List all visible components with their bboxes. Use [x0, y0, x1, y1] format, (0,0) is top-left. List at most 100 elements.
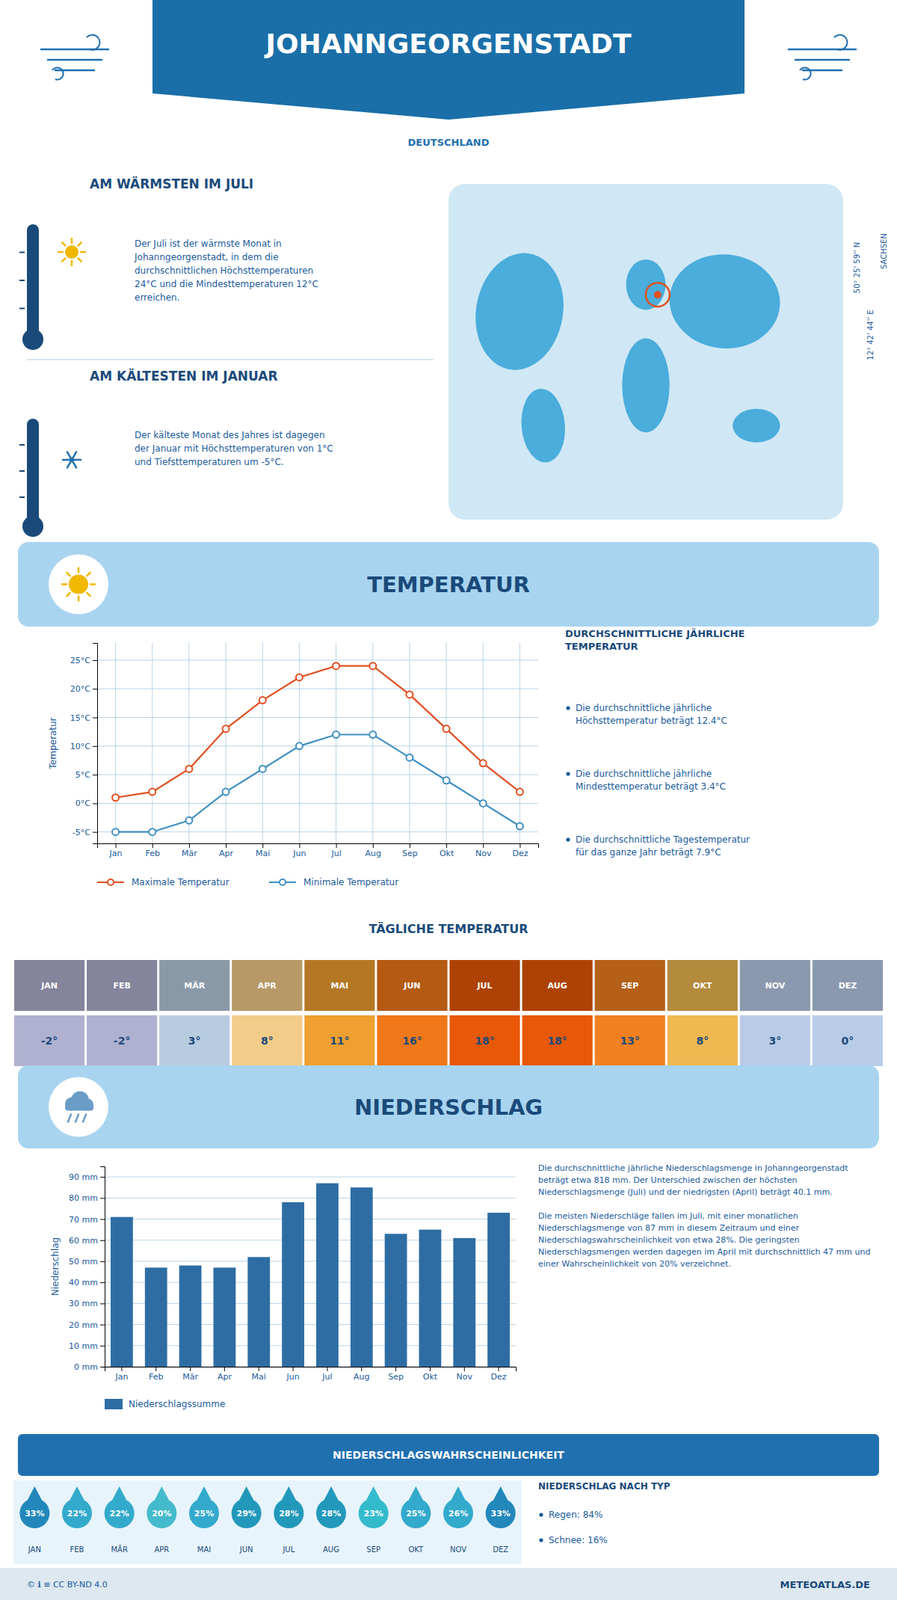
y-tick: 0 mm [74, 1361, 105, 1372]
tick-label: Jul [330, 848, 341, 859]
tick-mark [409, 843, 411, 848]
thermo-tick [19, 307, 25, 310]
tick-label: -5°C [72, 827, 91, 838]
sun-ray [62, 257, 66, 261]
x-tick: Jan [109, 843, 123, 859]
column-label: SEP [621, 980, 640, 991]
tick-mark [224, 1366, 225, 1371]
wind-line [47, 59, 102, 62]
rain-line [82, 1114, 86, 1122]
info-section: AM WÄRMSTEN IM JULIDer Juli ist der wärm… [19, 175, 434, 537]
section-banner [17, 1065, 880, 1149]
separator [26, 359, 434, 361]
point [443, 776, 450, 784]
bar [213, 1267, 237, 1367]
tick-mark [152, 843, 154, 848]
map-label: SACHSEN [879, 233, 889, 270]
x-tick: Mai [255, 843, 270, 859]
bar [316, 1183, 339, 1367]
drop-item: 22%FEB [62, 1486, 92, 1554]
title-bar [17, 1433, 880, 1476]
x-tick: Apr [219, 843, 234, 859]
header-banner [152, 0, 745, 120]
tick-label: 5°C [75, 769, 91, 780]
continent [621, 338, 670, 433]
x-tick: Okt [423, 1366, 439, 1382]
text-line: DURCHSCHNITTLICHE JÄHRLICHE [565, 627, 745, 640]
text-line: und Tiefsttemperaturen um -5°C. [134, 456, 285, 468]
y-tick: 15°C [70, 713, 98, 723]
tick-label: Feb [145, 848, 160, 859]
grid-line [104, 1197, 516, 1199]
section-banner [17, 541, 880, 627]
thermo-tube [26, 418, 39, 524]
x-axis: JanFebMärAprMaiJunJulAugSepOktNovDez [105, 1366, 517, 1382]
map-label: 50° 25' 59'' N [852, 242, 862, 294]
tick-label: Nov [456, 1371, 474, 1382]
data-label: 28% [278, 1508, 299, 1519]
data-label: 33% [24, 1508, 45, 1519]
tick-mark [373, 843, 374, 848]
footer-text: METEOATLAS.DE [779, 1578, 871, 1590]
bar [384, 1233, 408, 1367]
tick-label: 90 mm [68, 1172, 98, 1182]
tick-label: Jun [292, 848, 306, 859]
continent [466, 245, 573, 377]
tick-label: 20°C [70, 683, 91, 694]
warm-title: AM WÄRMSTEN IM JULI [89, 175, 254, 192]
tick-label: Nov [475, 848, 492, 859]
tick-mark [189, 843, 190, 848]
tick-mark [225, 843, 227, 848]
precip-type-bullet: Regen: 84% [548, 1509, 603, 1520]
table-column: JUL 18° [449, 959, 520, 1066]
rain-line [75, 1114, 79, 1122]
y-tick: 80 mm [68, 1193, 105, 1203]
bar [110, 1216, 134, 1367]
x-tick: Okt [439, 843, 455, 859]
data-label: 18° [474, 1034, 495, 1047]
tick-mark [115, 843, 117, 848]
y-axis: 0 mm10 mm20 mm30 mm40 mm50 mm60 mm70 mm8… [68, 1166, 105, 1373]
data-label: 13° [619, 1034, 640, 1047]
data-label: 11° [329, 1034, 350, 1047]
banner-icon-bg [48, 554, 109, 615]
x-axis: JanFebMärAprMaiJunJulAugSepOktNovDez [97, 843, 539, 859]
point [405, 690, 413, 698]
text-line: Der kälteste Monat des Jahres ist dagege… [134, 429, 326, 441]
category-label: JUN [239, 1545, 254, 1554]
y-tick: 20 mm [68, 1320, 105, 1330]
wind-swirl [86, 35, 100, 51]
table-column: AUG18° [522, 959, 593, 1066]
point [185, 765, 193, 773]
bar [452, 1237, 476, 1367]
tick-mark [446, 843, 448, 848]
tick-mark [100, 1281, 105, 1283]
tick-mark [100, 1240, 105, 1241]
header-cell [740, 959, 811, 1011]
data-label: 33% [490, 1508, 510, 1519]
column-label: JUL [476, 980, 493, 991]
y-axis-title: Temperatur [47, 716, 59, 770]
y-tick: 90 mm [68, 1172, 105, 1182]
sun-ray [71, 260, 74, 266]
wind-icon [788, 35, 856, 80]
x-tick: Sep [402, 843, 418, 859]
text-line: einer Wahrscheinlichkeit von 20% verzeic… [538, 1258, 732, 1269]
table-column: NOV3° [740, 959, 811, 1066]
thermo-tick [19, 470, 25, 472]
tick-mark [361, 1366, 362, 1371]
grid-line [97, 716, 539, 718]
drop [485, 1486, 516, 1528]
text-line: 24°C und die Mindesttemperaturen 12°C [134, 278, 319, 290]
value-cell [159, 1015, 230, 1066]
sun-ray [66, 572, 70, 576]
grid-line [104, 1176, 516, 1178]
tick-label: Jun [285, 1371, 299, 1382]
point [369, 731, 376, 738]
point [332, 731, 340, 738]
tick-mark [92, 831, 98, 833]
axis-line [100, 1166, 106, 1368]
bar-chart: NIEDERSCHLAGJanFebMärAprMaiJunJulAugSepO… [17, 1065, 880, 1410]
sun-icon [58, 238, 86, 266]
column-label: FEB [112, 980, 131, 991]
